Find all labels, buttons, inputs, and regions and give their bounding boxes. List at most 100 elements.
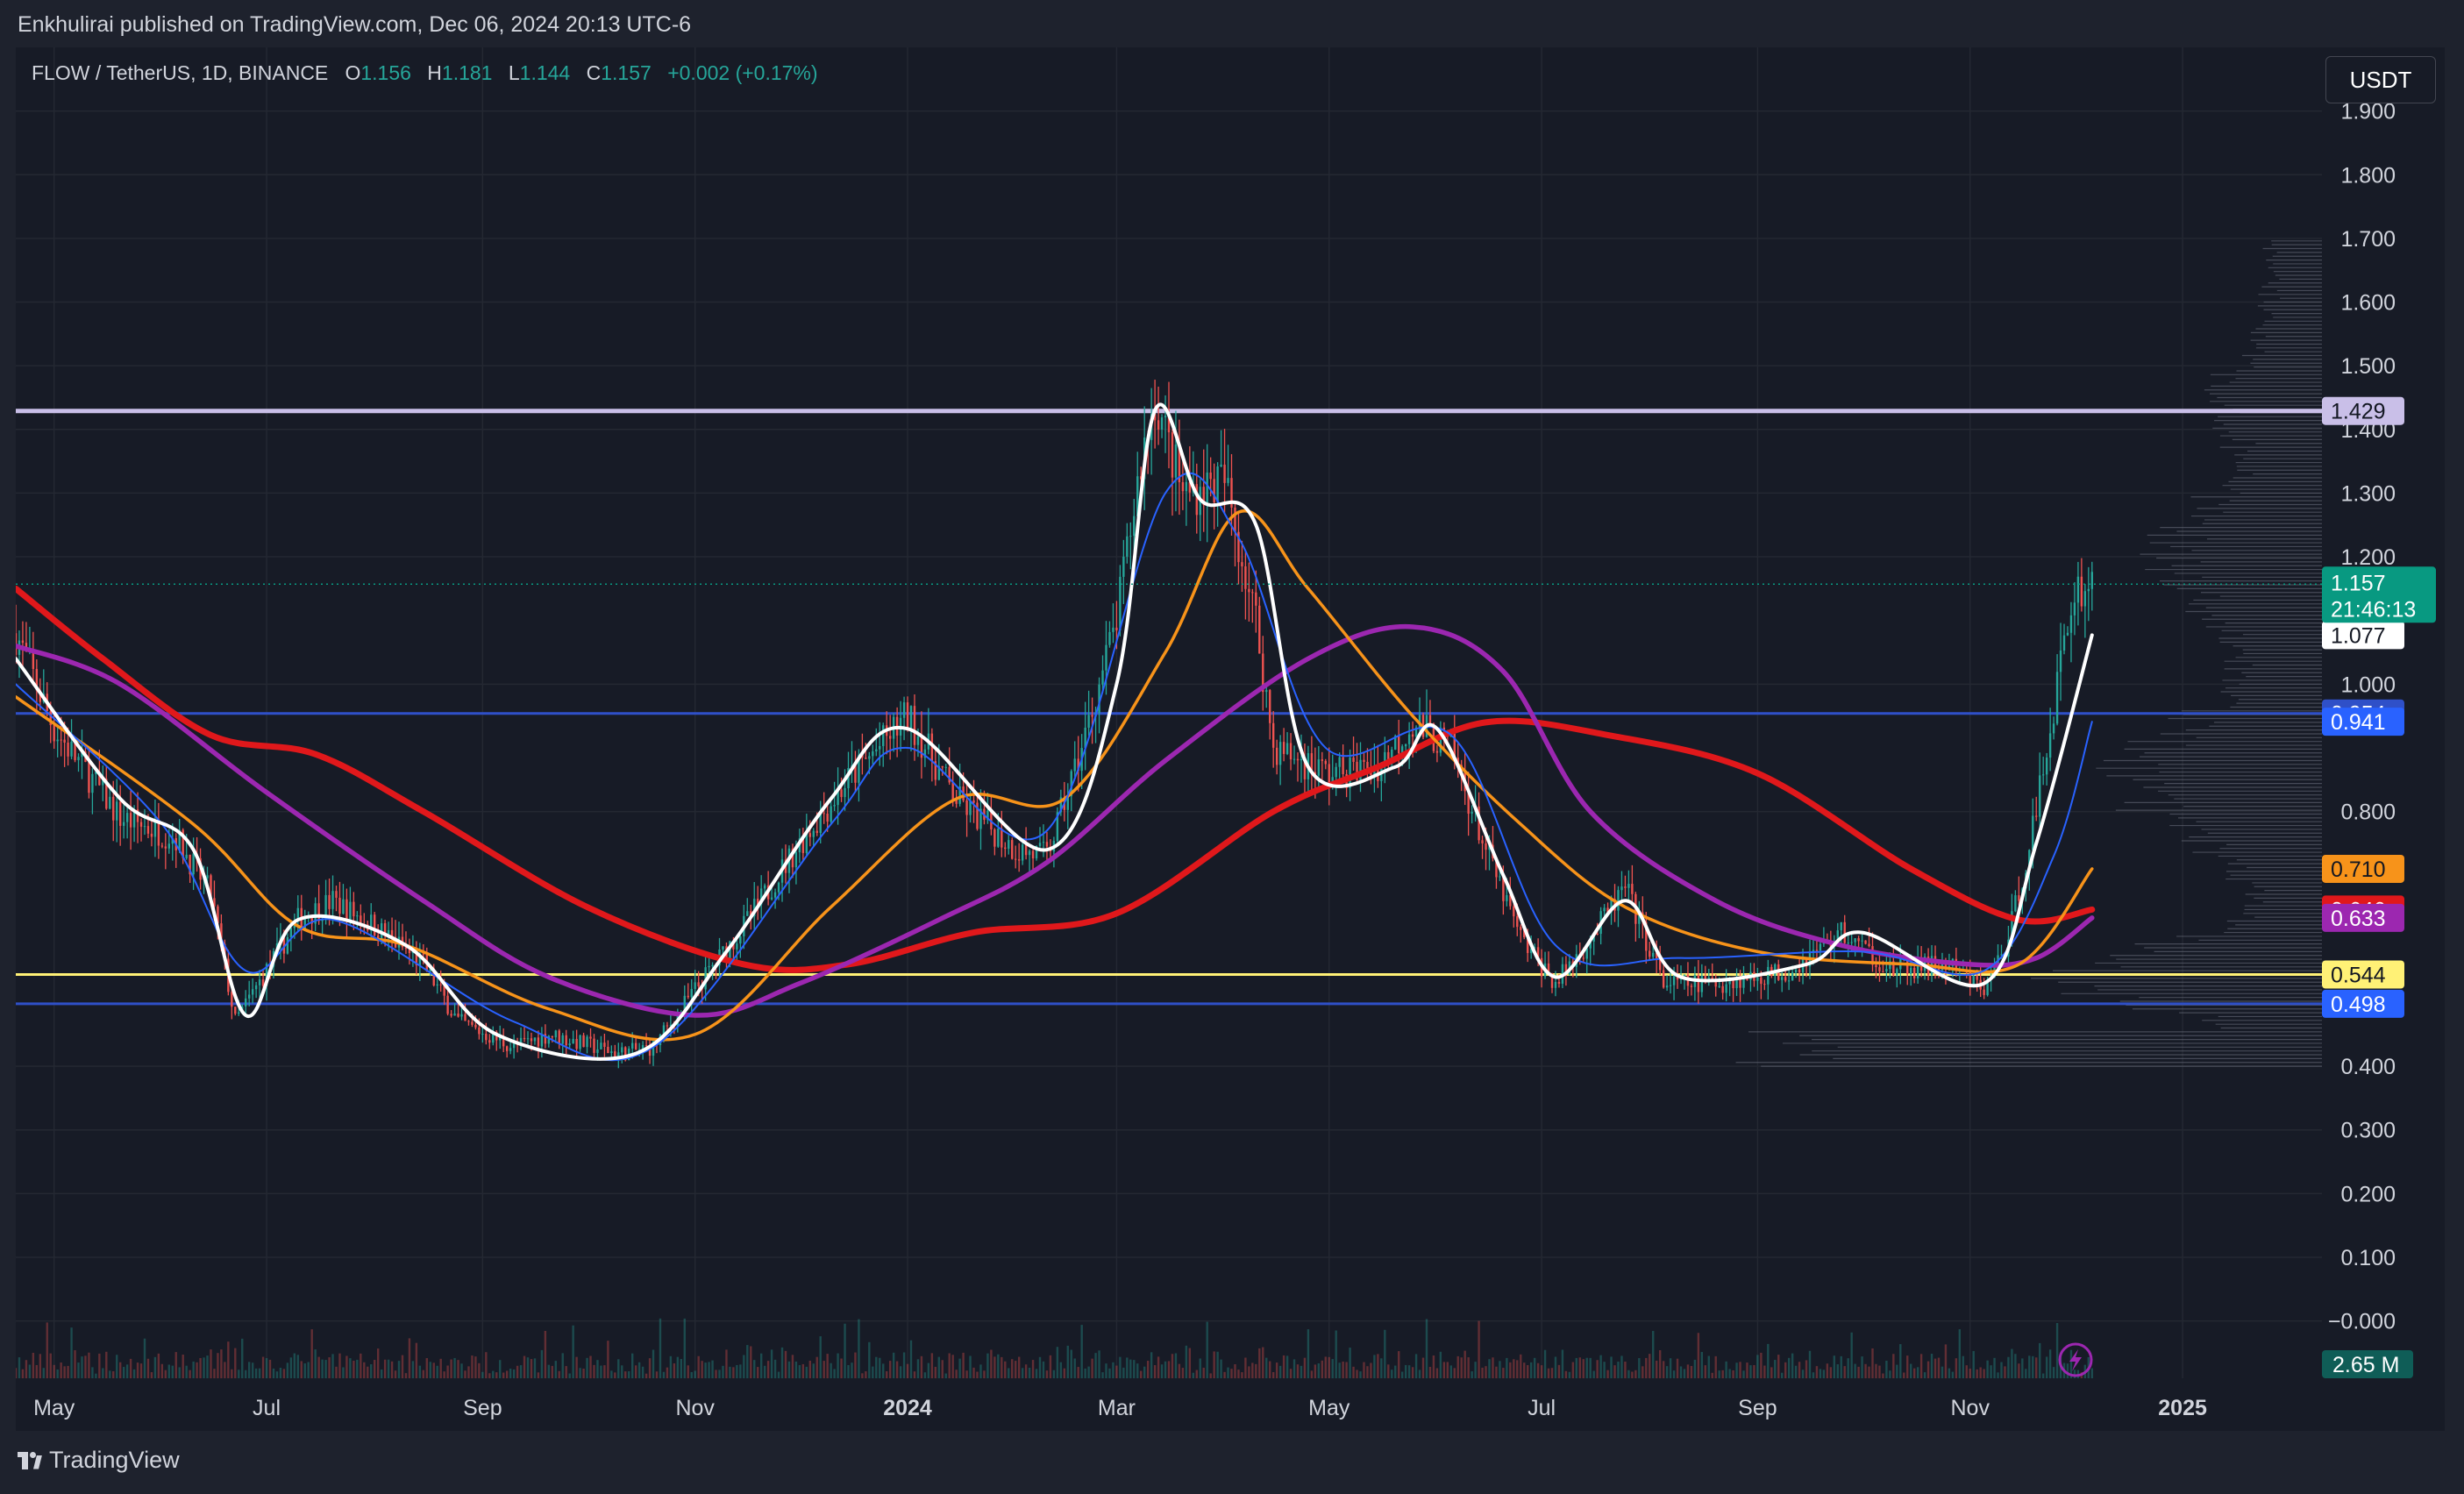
volume-bar [112,1371,115,1378]
candle-body [909,706,913,729]
volume-bar [770,1349,773,1378]
volume-bar [289,1357,293,1378]
candle-body [171,837,174,844]
flash-icon[interactable] [2058,1342,2093,1377]
candle-body [1495,857,1498,878]
volume-bar [1916,1367,1919,1378]
volume-bar [979,1364,982,1378]
candle-body [1697,975,1700,992]
candle-body [1704,975,1707,982]
legend-change: +0.002 (+0.17%) [667,61,818,84]
volume-bar [540,1349,544,1378]
flash-icon-bolt [2069,1349,2082,1371]
candle-body [1944,960,1948,970]
volume-bar [1585,1357,1588,1378]
volume-bar [42,1368,45,1378]
volume-bar [1926,1361,1930,1378]
candle-body [1662,970,1665,988]
volume-bar [812,1363,815,1378]
volume-bar [217,1353,219,1378]
volume-bar [1997,1372,1999,1378]
candle-body [143,826,146,828]
candle-body [1840,921,1842,931]
volume-bar [1714,1355,1717,1378]
volume-bar [307,1362,310,1378]
volume-bar [265,1358,268,1378]
volume-bar [1986,1360,1989,1378]
candle-body [1258,605,1261,654]
price-tick-label: 1.600 [2340,291,2396,316]
volume-bar [157,1353,160,1378]
volume-bar [1962,1355,1964,1378]
volume-bar [1958,1329,1962,1378]
volume-bar [261,1356,265,1378]
candle-body [951,782,954,800]
candle-body [185,854,188,858]
candle-body [125,813,129,822]
volume-bar [1251,1362,1254,1378]
candle-body [1073,758,1076,772]
candle-body [1133,516,1136,537]
candle-body [1892,961,1895,976]
candle-body [1206,472,1208,505]
volume-bar [1513,1359,1515,1378]
footer-brand[interactable]: TradingView [49,1447,180,1473]
candle-body [1056,812,1059,842]
volume-bar [739,1364,742,1378]
volume-bar [958,1358,961,1378]
volume-bar [993,1356,996,1378]
volume-bar [1693,1359,1697,1378]
candle-body [1418,715,1421,728]
volume-bar [1384,1329,1386,1378]
candle-body [2041,774,2045,776]
candle-body [1160,417,1164,430]
volume-bar [1206,1321,1208,1378]
volume-bar [1373,1355,1376,1378]
volume-bar [1547,1368,1550,1378]
chart-pane[interactable]: 1.900 1.800 1.700 1.600 1.500 1.400 1.300 1.200… [16,47,2445,1431]
price-chart[interactable]: 1.9001.8001.7001.6001.5001.4001.3001.200… [16,47,2445,1431]
volume-bar [35,1364,39,1378]
currency-button[interactable]: USDT [2325,56,2436,103]
volume-bar [275,1371,279,1378]
candle-body [1896,969,1898,976]
volume-bar [610,1370,613,1378]
candle-body [1011,840,1014,859]
candle-body [572,1038,574,1044]
volume-bar [1275,1362,1278,1378]
candle-body [1248,588,1250,593]
volume-bar [1742,1370,1745,1378]
candle-body [568,1043,571,1046]
candle-body [1008,840,1010,850]
candle-body [2045,758,2048,775]
candle-body [1255,592,1257,606]
candle-body [997,829,1000,847]
candle-body [1108,631,1111,645]
candle-body [1439,727,1442,753]
volume-bar [833,1369,836,1378]
volume-bar [206,1355,209,1378]
volume-bar [349,1358,352,1378]
candle-body [540,1034,544,1047]
candle-body [411,951,415,954]
candle-body [21,640,25,644]
volume-bar [819,1336,822,1378]
tradingview-logo-icon[interactable] [18,1451,42,1469]
candle-body [1714,980,1717,987]
volume-bar [21,1369,25,1378]
volume-bar [116,1355,118,1378]
volume-bar [1833,1355,1835,1378]
candle-body [1230,478,1233,508]
volume-bar [1774,1360,1777,1378]
volume-bar [28,1364,32,1378]
volume-bar [408,1338,411,1378]
candle-body [1398,736,1400,754]
candle-body [1871,946,1874,965]
volume-bar [715,1370,717,1378]
candle-body [826,813,829,822]
volume-bar [485,1352,488,1378]
volume-bar [1098,1350,1100,1378]
volume-bar [178,1367,181,1378]
volume-bar [1495,1366,1498,1378]
candle-body [1906,959,1909,974]
